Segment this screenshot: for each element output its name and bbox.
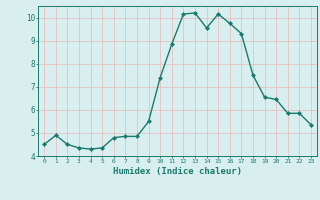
X-axis label: Humidex (Indice chaleur): Humidex (Indice chaleur) <box>113 167 242 176</box>
